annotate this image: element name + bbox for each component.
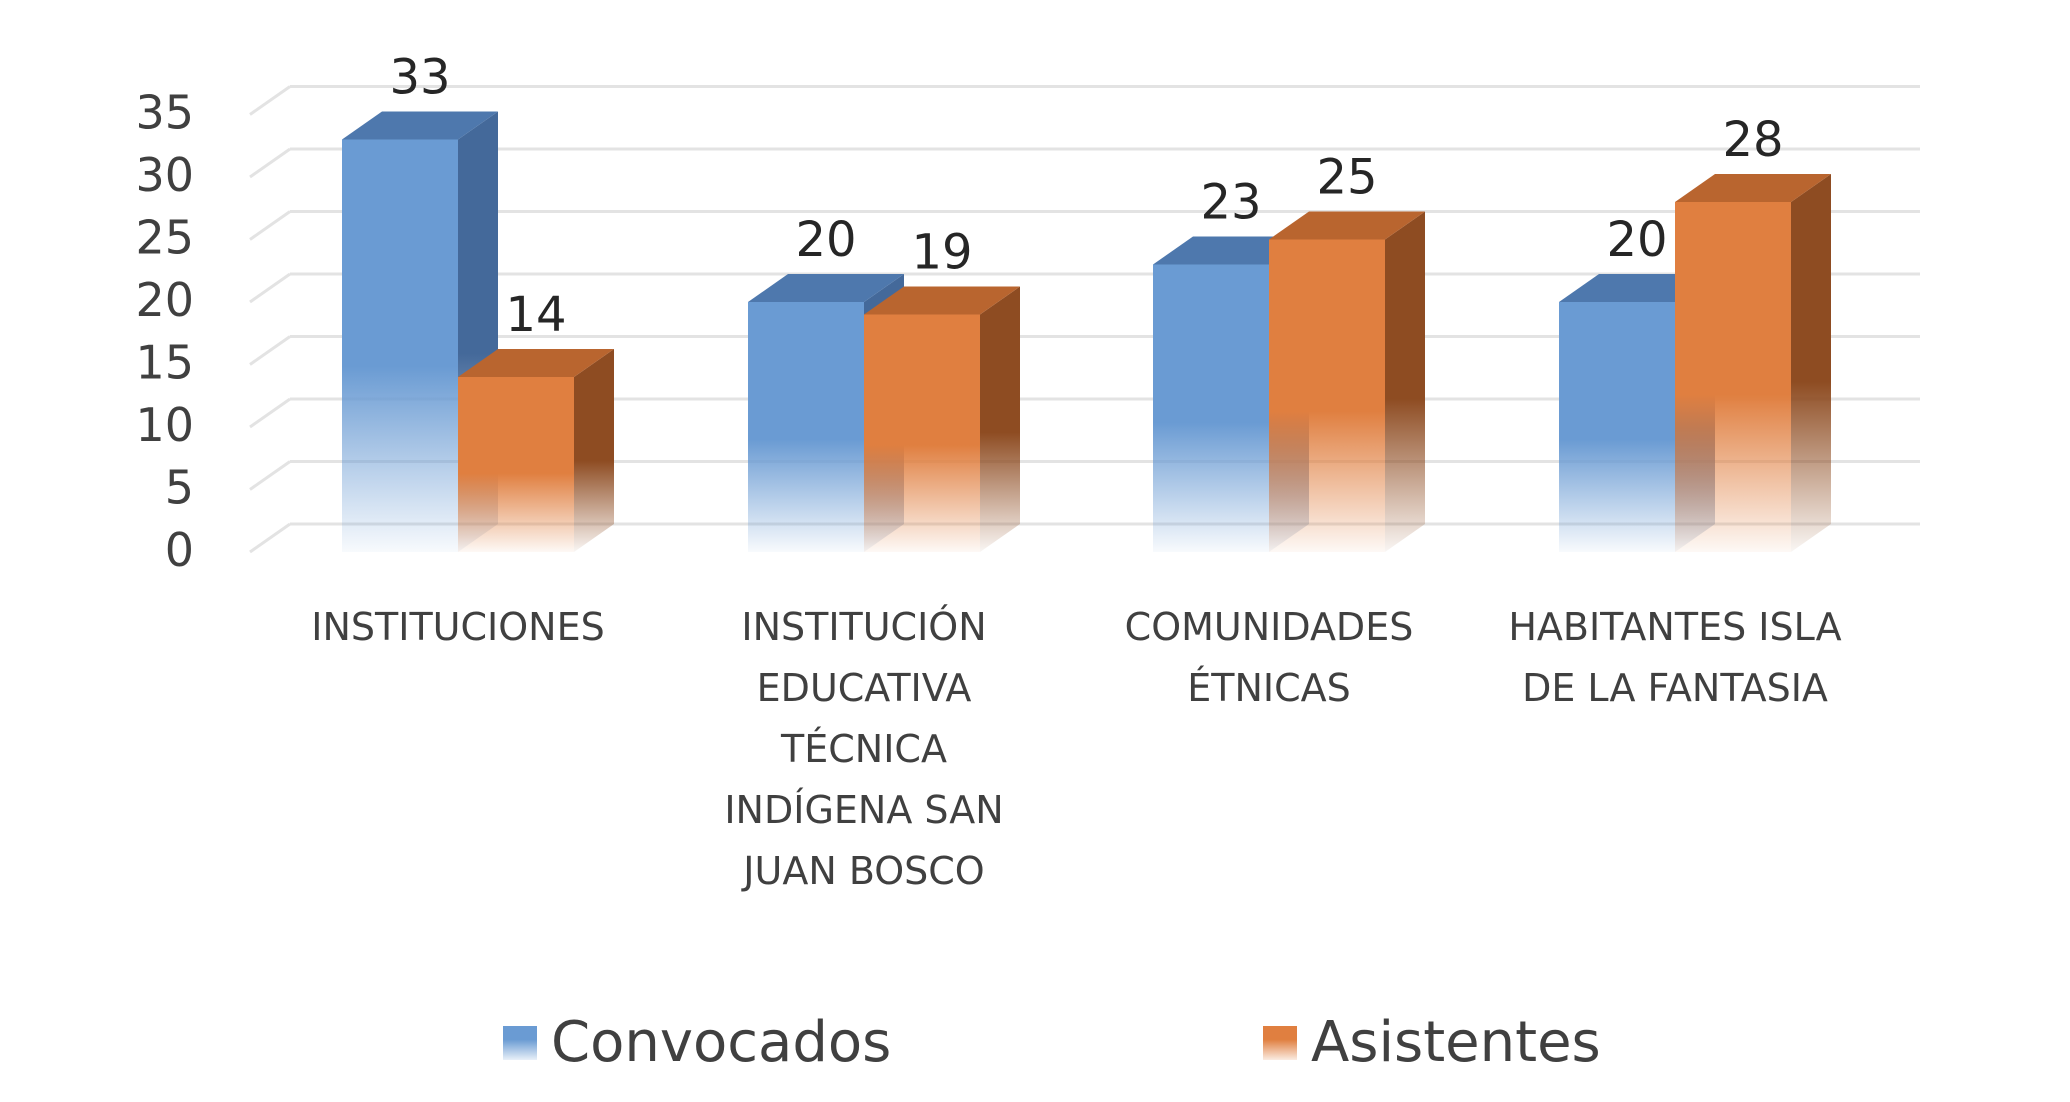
bar-front xyxy=(458,377,574,552)
bar-front xyxy=(342,139,458,552)
bar-side xyxy=(1385,211,1425,552)
bar-top xyxy=(748,274,904,302)
data-label: 19 xyxy=(911,225,972,281)
y-tick-label: 25 xyxy=(135,211,194,265)
bar-side xyxy=(980,286,1020,552)
gridline-diagonal xyxy=(249,522,291,554)
data-label: 14 xyxy=(505,287,566,343)
bar-top xyxy=(342,111,498,140)
category-label: INSTITUCIONES xyxy=(311,605,604,649)
legend-label: Asistentes xyxy=(1311,1010,1601,1075)
data-labels: 33 14 20 19 23 25 20 28 xyxy=(389,50,1783,344)
bar xyxy=(1269,211,1425,552)
bar-top xyxy=(458,349,614,377)
category-label: COMUNIDADES ÉTNICAS xyxy=(1125,605,1414,710)
data-label: 20 xyxy=(795,212,856,268)
category-label-line: INSTITUCIONES xyxy=(311,605,604,649)
data-label: 23 xyxy=(1200,175,1261,231)
category-label-line: INDÍGENA SAN xyxy=(724,788,1003,832)
category-label-line: JUAN BOSCO xyxy=(741,849,984,893)
bar-top xyxy=(1675,174,1831,202)
category-label: HABITANTES ISLA DE LA FANTASIA xyxy=(1508,605,1841,710)
legend: Convocados Asistentes xyxy=(503,1010,1601,1075)
legend-swatch xyxy=(503,1026,537,1060)
category-label-line: HABITANTES ISLA xyxy=(1508,605,1841,649)
category-label-line: DE LA FANTASIA xyxy=(1522,666,1828,710)
category-label-line: COMUNIDADES xyxy=(1125,605,1414,649)
legend-item: Asistentes xyxy=(1263,1010,1601,1075)
legend-label: Convocados xyxy=(551,1010,891,1075)
y-tick-label: 20 xyxy=(135,273,194,327)
bar xyxy=(458,349,614,552)
gridline-diagonal xyxy=(249,210,291,241)
category-label-line: EDUCATIVA xyxy=(757,666,972,710)
bar-top xyxy=(864,286,1020,315)
y-tick-label: 5 xyxy=(165,461,194,515)
gridline-diagonal xyxy=(249,460,291,491)
y-tick-label: 30 xyxy=(135,148,194,202)
y-tick-label: 15 xyxy=(135,336,194,390)
category-label: INSTITUCIÓN EDUCATIVA TÉCNICA INDÍGENA SAN J… xyxy=(724,605,1003,893)
bar-front xyxy=(1269,239,1385,552)
bar-side xyxy=(574,349,614,552)
bar-front xyxy=(1559,302,1675,552)
gridline-diagonal xyxy=(249,85,291,116)
bar-front xyxy=(748,302,864,552)
gridline-diagonal xyxy=(249,272,291,304)
data-label: 33 xyxy=(389,50,450,106)
gridline-diagonal xyxy=(249,335,291,366)
gridline-diagonal xyxy=(249,147,291,179)
bar-front xyxy=(1675,202,1791,552)
y-tick-label: 10 xyxy=(135,398,194,452)
bar xyxy=(1675,174,1831,552)
category-label-line: INSTITUCIÓN xyxy=(741,605,986,649)
y-axis-ticks: 0 5 10 15 20 25 30 35 xyxy=(135,86,194,578)
y-tick-label: 35 xyxy=(135,86,194,140)
gridline-diagonal xyxy=(249,397,291,429)
bar-side xyxy=(1791,174,1831,552)
bar xyxy=(864,286,1020,552)
legend-item: Convocados xyxy=(503,1010,891,1075)
bar-top xyxy=(1269,211,1425,240)
data-label: 28 xyxy=(1722,112,1783,168)
bars xyxy=(342,111,1831,552)
data-label: 20 xyxy=(1606,212,1667,268)
category-label-line: TÉCNICA xyxy=(780,727,947,771)
x-axis-categories: INSTITUCIONES INSTITUCIÓN EDUCATIVA TÉCNICA… xyxy=(311,605,1841,893)
bar-front xyxy=(1153,264,1269,552)
bar-front xyxy=(864,314,980,552)
legend-swatch xyxy=(1263,1026,1297,1060)
data-label: 25 xyxy=(1316,150,1377,206)
y-tick-label: 0 xyxy=(165,523,194,577)
category-label-line: ÉTNICAS xyxy=(1187,666,1351,710)
